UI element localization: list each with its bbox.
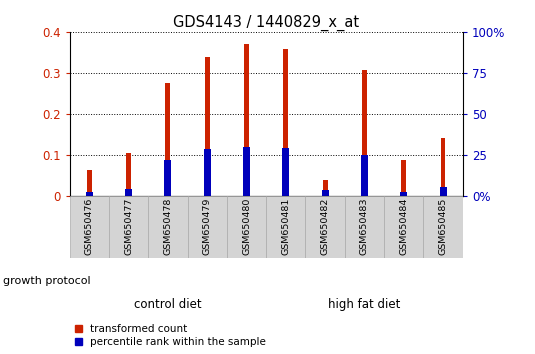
Text: GSM650476: GSM650476 <box>85 198 94 255</box>
FancyBboxPatch shape <box>70 196 109 258</box>
Text: GSM650482: GSM650482 <box>320 198 330 255</box>
Text: growth protocol: growth protocol <box>3 275 90 286</box>
Text: GSM650483: GSM650483 <box>360 198 369 255</box>
Bar <box>164 160 171 196</box>
Bar <box>284 49 288 196</box>
Text: GSM650485: GSM650485 <box>439 198 448 255</box>
Bar <box>244 44 249 196</box>
FancyBboxPatch shape <box>305 196 345 258</box>
Text: GSM650479: GSM650479 <box>203 198 212 255</box>
Bar <box>204 149 211 196</box>
FancyBboxPatch shape <box>148 196 187 258</box>
Bar <box>126 153 131 196</box>
Bar <box>205 57 210 196</box>
FancyBboxPatch shape <box>227 196 266 258</box>
Text: GSM650481: GSM650481 <box>281 198 291 255</box>
Text: high fat diet: high fat diet <box>328 298 401 311</box>
Bar <box>282 148 289 196</box>
Bar <box>87 170 91 196</box>
FancyBboxPatch shape <box>384 196 424 258</box>
FancyBboxPatch shape <box>109 196 148 258</box>
Bar <box>323 180 327 196</box>
Bar <box>362 70 367 196</box>
Bar <box>322 190 328 196</box>
Bar <box>361 155 368 196</box>
Bar <box>125 189 132 196</box>
FancyBboxPatch shape <box>424 196 463 258</box>
Title: GDS4143 / 1440829_x_at: GDS4143 / 1440829_x_at <box>173 14 359 30</box>
Text: control diet: control diet <box>134 298 202 311</box>
FancyBboxPatch shape <box>345 196 384 258</box>
Bar <box>401 160 406 196</box>
Bar <box>243 147 250 196</box>
FancyBboxPatch shape <box>187 196 227 258</box>
Bar <box>165 83 170 196</box>
Bar <box>400 192 407 196</box>
Text: GSM650478: GSM650478 <box>163 198 172 255</box>
Bar <box>441 138 446 196</box>
Bar <box>440 187 447 196</box>
Bar <box>86 192 93 196</box>
FancyBboxPatch shape <box>266 196 305 258</box>
Text: GSM650480: GSM650480 <box>242 198 251 255</box>
Text: GSM650484: GSM650484 <box>399 198 408 255</box>
Legend: transformed count, percentile rank within the sample: transformed count, percentile rank withi… <box>75 324 266 347</box>
Text: GSM650477: GSM650477 <box>124 198 133 255</box>
